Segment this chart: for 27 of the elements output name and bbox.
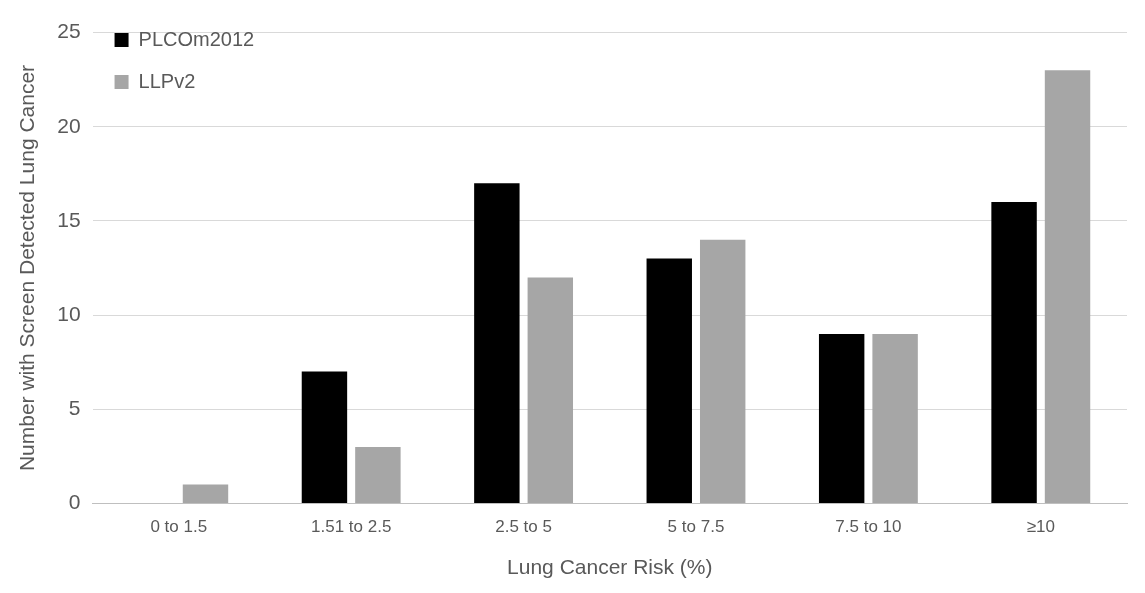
bar — [991, 202, 1037, 503]
bar — [646, 258, 692, 503]
y-tick-label: 5 — [68, 396, 81, 420]
bar — [1044, 70, 1091, 503]
x-axis-title: Lung Cancer Risk (%) — [507, 555, 713, 579]
y-tick-label: 20 — [57, 113, 81, 137]
x-tick-label: 1.51 to 2.5 — [311, 517, 392, 537]
x-tick-label: ≥10 — [1026, 517, 1055, 537]
bar — [527, 277, 574, 503]
y-tick-label: 15 — [57, 207, 81, 231]
x-tick-label: 0 to 1.5 — [150, 517, 208, 537]
bar — [818, 333, 865, 503]
bar — [474, 183, 520, 503]
bar — [355, 446, 401, 503]
legend-label: PLCOm2012 — [138, 27, 255, 50]
bar — [699, 239, 746, 503]
x-tick-label: 5 to 7.5 — [667, 517, 725, 537]
legend-label: LLPv2 — [138, 69, 196, 92]
y-tick-label: 10 — [57, 301, 81, 325]
x-tick-label: 7.5 to 10 — [835, 517, 902, 537]
bar — [301, 371, 348, 503]
y-axis-title: Number with Screen Detected Lung Cancer — [15, 64, 39, 472]
bar — [182, 484, 229, 503]
bar — [872, 333, 918, 503]
y-tick-label: 25 — [57, 19, 81, 43]
y-tick-label: 0 — [68, 490, 81, 514]
x-tick-label: 2.5 to 5 — [495, 517, 552, 537]
